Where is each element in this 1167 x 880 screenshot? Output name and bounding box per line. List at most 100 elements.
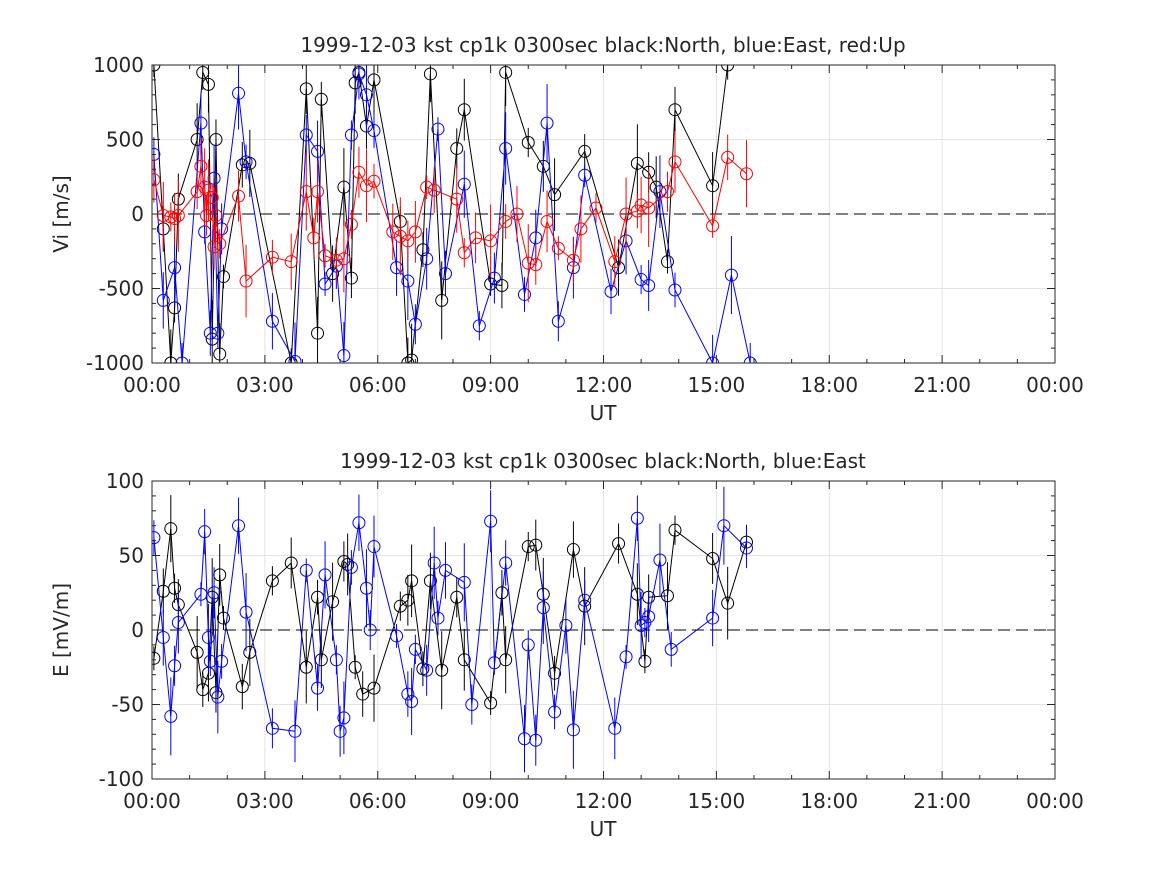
data-point bbox=[326, 595, 340, 609]
data-point bbox=[521, 256, 535, 270]
data-point bbox=[499, 556, 513, 570]
data-point bbox=[299, 128, 313, 142]
data-point bbox=[401, 234, 415, 248]
data-point bbox=[215, 654, 229, 668]
data-point bbox=[196, 683, 210, 697]
data-point bbox=[265, 721, 279, 735]
x-tick-label: 00:00 bbox=[123, 373, 181, 397]
data-point bbox=[171, 616, 185, 630]
data-point bbox=[232, 519, 246, 533]
series-1 bbox=[152, 486, 753, 773]
data-point bbox=[299, 563, 313, 577]
data-point bbox=[344, 271, 358, 285]
data-point bbox=[634, 198, 648, 212]
data-point bbox=[344, 128, 358, 142]
data-point bbox=[457, 575, 471, 589]
data-point bbox=[416, 243, 430, 257]
x-tick-label: 03:00 bbox=[236, 789, 294, 813]
data-point bbox=[589, 201, 603, 215]
data-point bbox=[578, 593, 592, 607]
data-point bbox=[190, 185, 204, 199]
data-point bbox=[540, 116, 554, 130]
data-point bbox=[499, 65, 513, 79]
x-tick-label: 00:00 bbox=[123, 789, 181, 813]
data-point bbox=[201, 183, 215, 197]
data-point bbox=[472, 319, 486, 333]
data-point bbox=[604, 284, 618, 298]
data-point bbox=[205, 191, 219, 205]
data-point bbox=[529, 258, 543, 272]
data-point bbox=[314, 92, 328, 106]
data-point bbox=[367, 681, 381, 695]
data-point bbox=[194, 159, 208, 173]
data-point bbox=[288, 355, 302, 363]
x-tick-label: 18:00 bbox=[800, 789, 858, 813]
data-point bbox=[706, 611, 720, 625]
series-2 bbox=[152, 130, 753, 318]
y-tick-label: 50 bbox=[119, 544, 144, 568]
data-point bbox=[190, 645, 204, 659]
y-tick-label: 0 bbox=[131, 618, 144, 642]
data-point bbox=[211, 326, 225, 340]
data-point bbox=[510, 207, 524, 221]
x-tick-label: 15:00 bbox=[688, 373, 746, 397]
data-point bbox=[642, 610, 656, 624]
data-point bbox=[211, 690, 225, 704]
data-point bbox=[265, 574, 279, 588]
data-point bbox=[152, 173, 161, 187]
data-point bbox=[642, 279, 656, 293]
data-point bbox=[653, 553, 667, 567]
data-point bbox=[438, 563, 452, 577]
data-point bbox=[386, 225, 400, 239]
y-tick-label: -500 bbox=[99, 277, 144, 301]
data-point bbox=[706, 179, 720, 193]
data-point bbox=[517, 287, 531, 301]
data-point bbox=[521, 540, 535, 554]
data-point bbox=[318, 249, 332, 263]
data-point bbox=[706, 551, 720, 565]
data-point bbox=[408, 317, 422, 331]
data-point bbox=[484, 234, 498, 248]
data-point bbox=[311, 681, 325, 695]
data-point bbox=[608, 721, 622, 735]
data-point bbox=[265, 250, 279, 264]
data-point bbox=[152, 65, 161, 72]
data-point bbox=[517, 732, 531, 746]
data-point bbox=[420, 663, 434, 677]
data-point bbox=[232, 86, 246, 100]
x-tick-label: 00:00 bbox=[1026, 789, 1084, 813]
y-tick-label: 1000 bbox=[93, 53, 144, 77]
data-point bbox=[337, 252, 351, 266]
x-tick-label: 12:00 bbox=[575, 789, 633, 813]
data-point bbox=[200, 208, 214, 222]
data-point bbox=[548, 666, 562, 680]
data-point bbox=[469, 231, 483, 245]
data-point bbox=[566, 253, 580, 267]
data-point bbox=[333, 724, 347, 738]
data-point bbox=[201, 630, 215, 644]
data-point bbox=[649, 180, 663, 194]
data-point bbox=[717, 519, 731, 533]
data-point bbox=[450, 590, 464, 604]
data-point bbox=[548, 188, 562, 202]
data-point bbox=[299, 82, 313, 96]
data-point bbox=[209, 133, 223, 146]
data-point bbox=[427, 183, 441, 197]
data-point bbox=[203, 326, 217, 340]
data-point bbox=[457, 177, 471, 191]
data-point bbox=[337, 711, 351, 725]
data-point bbox=[390, 261, 404, 275]
data-point bbox=[642, 201, 656, 215]
data-point bbox=[566, 723, 580, 737]
data-point bbox=[194, 116, 208, 130]
data-point bbox=[457, 653, 471, 667]
data-point bbox=[175, 356, 189, 363]
data-point bbox=[612, 537, 626, 551]
data-point bbox=[529, 733, 543, 747]
data-point bbox=[435, 663, 449, 677]
data-point bbox=[235, 158, 249, 172]
x-tick-label: 12:00 bbox=[575, 373, 633, 397]
data-point bbox=[359, 88, 373, 102]
data-point bbox=[337, 349, 351, 363]
